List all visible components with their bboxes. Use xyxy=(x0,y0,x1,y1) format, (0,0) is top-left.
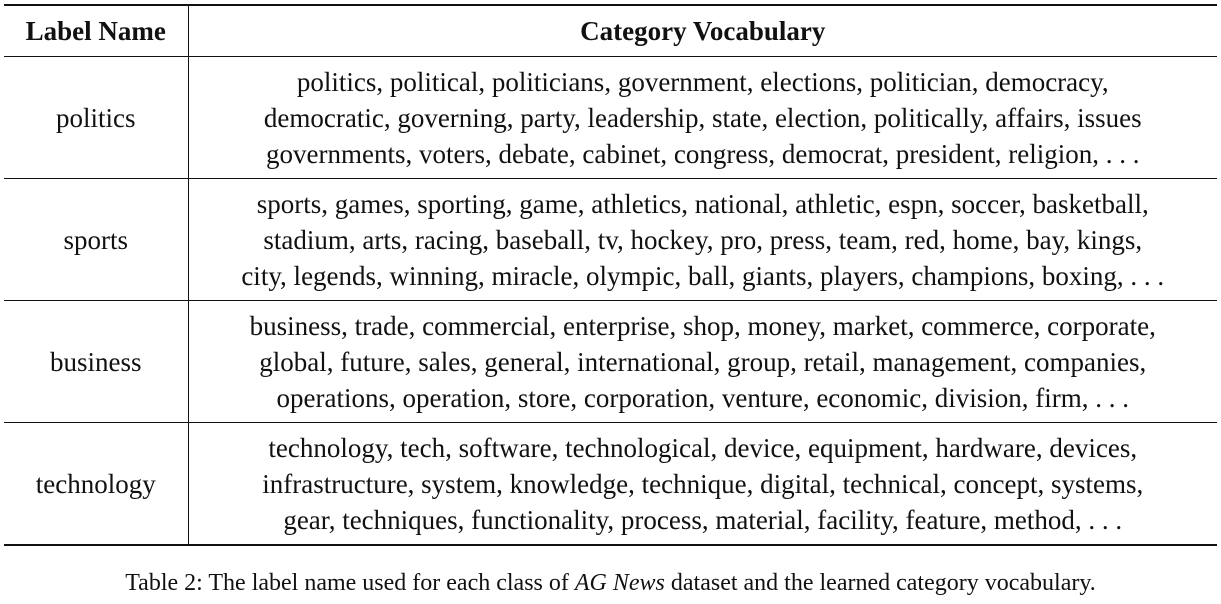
caption-prefix: Table 2: The label name used for each cl… xyxy=(125,570,575,596)
row-vocab-technology: technology, tech, software, technologica… xyxy=(188,423,1217,546)
vocabulary-table: Label Name Category Vocabulary politics … xyxy=(4,4,1217,546)
vocab-line: sports, games, sporting, game, athletics… xyxy=(256,188,1149,219)
vocab-line: operations, operation, store, corporatio… xyxy=(276,382,1130,413)
row-label-business: business xyxy=(4,300,189,423)
vocab-line: democratic, governing, party, leadership… xyxy=(263,102,1142,133)
vocab-line: politics, political, politicians, govern… xyxy=(296,66,1109,97)
row-label-sports: sports xyxy=(4,178,189,301)
vocab-line: technology, tech, software, technologica… xyxy=(268,432,1138,463)
vocab-line: governments, voters, debate, cabinet, co… xyxy=(266,138,1140,169)
row-label-technology: technology xyxy=(4,422,189,545)
row-vocab-business: business, trade, commercial, enterprise,… xyxy=(188,301,1217,423)
table-row: business business, trade, commercial, en… xyxy=(4,300,1217,423)
table-header-row: Label Name Category Vocabulary xyxy=(4,5,1217,57)
vocab-line: city, legends, winning, miracle, olympic… xyxy=(241,260,1165,291)
table-row: politics politics, political, politician… xyxy=(4,56,1217,179)
row-label-politics: politics xyxy=(4,56,189,179)
caption-suffix: dataset and the learned category vocabul… xyxy=(664,570,1096,596)
vocab-line: infrastructure, system, knowledge, techn… xyxy=(262,468,1144,499)
vocabulary-table-container: Label Name Category Vocabulary politics … xyxy=(4,4,1217,546)
header-label-name: Label Name xyxy=(4,5,189,57)
table-row: technology technology, tech, software, t… xyxy=(4,422,1217,546)
vocab-line: global, future, sales, general, internat… xyxy=(259,346,1147,377)
vocab-line: stadium, arts, racing, baseball, tv, hoc… xyxy=(263,224,1143,255)
row-vocab-sports: sports, games, sporting, game, athletics… xyxy=(188,179,1217,301)
table-caption: Table 2: The label name used for each cl… xyxy=(0,568,1221,598)
vocab-line: gear, techniques, functionality, process… xyxy=(283,504,1123,535)
table-row: sports sports, games, sporting, game, at… xyxy=(4,178,1217,301)
vocab-line: business, trade, commercial, enterprise,… xyxy=(249,310,1156,341)
header-category-vocabulary: Category Vocabulary xyxy=(580,15,826,46)
row-vocab-politics: politics, political, politicians, govern… xyxy=(188,57,1217,179)
caption-dataset-name: AG News xyxy=(574,570,665,596)
